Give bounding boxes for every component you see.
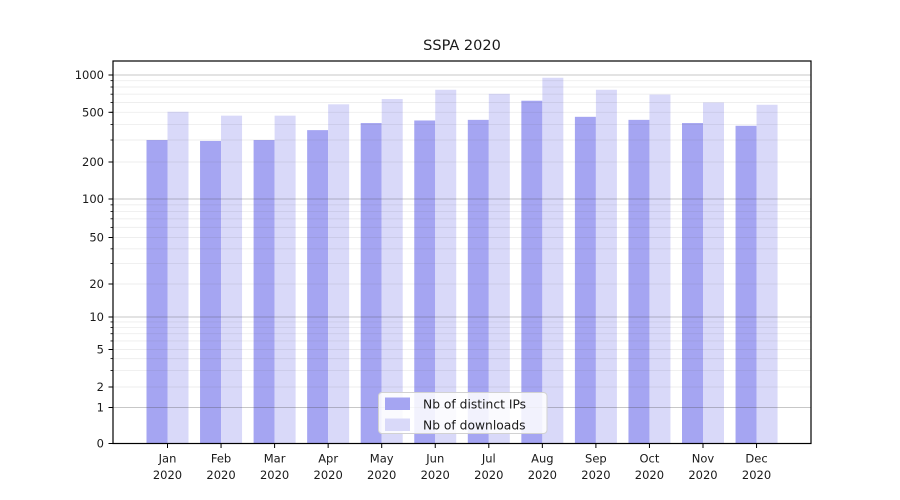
bar-downloads-apr [328,104,350,444]
xtick-label-aug: Aug 2020 [528,452,557,483]
ytick-label-100: 100 [82,192,104,206]
legend-swatch-distinct-ips [385,397,410,410]
legend-box [378,392,548,434]
ytick-label-20: 20 [89,277,104,291]
bar-downloads-jun [435,89,457,444]
ytick-label-200: 200 [82,155,104,169]
ytick-label-1: 1 [97,401,104,415]
legend: Nb of distinct IPs Nb of downloads [378,392,548,434]
xtick-label-nov: Nov 2020 [688,452,717,483]
bar-downloads-aug [542,77,564,444]
ytick-label-10: 10 [89,310,104,324]
bar-downloads-jan [167,111,189,444]
bar-downloads-dec [756,104,778,444]
xtick-label-jan: Jan 2020 [153,452,182,483]
ytick-label-1000: 1000 [75,68,104,82]
legend-swatch-downloads [385,418,410,431]
xtick-label-feb: Feb 2020 [206,452,235,483]
bar-downloads-sep [595,89,617,444]
xtick-label-sep: Sep 2020 [581,452,610,483]
bar-downloads-nov [703,102,724,444]
bar-distinct-ips-nov [682,123,703,444]
xtick-label-dec: Dec 2020 [742,452,771,483]
bar-downloads-mar [274,115,296,444]
xtick-label-apr: Apr 2020 [314,452,343,483]
bar-distinct-ips-sep [574,116,596,444]
ytick-label-0: 0 [97,437,104,451]
ytick-label-500: 500 [82,106,104,120]
xtick-label-jul: Jul 2020 [474,452,503,483]
legend-label-downloads: Nb of downloads [423,419,526,433]
ytick-label-50: 50 [89,231,104,245]
xtick-label-mar: Mar 2020 [260,452,289,483]
bar-distinct-ips-mar [253,140,275,444]
bar-distinct-ips-jun [414,120,436,444]
bar-distinct-ips-may [360,123,382,444]
bar-distinct-ips-aug [521,100,543,444]
xtick-label-may: May 2020 [367,452,396,483]
legend-label-distinct-ips: Nb of distinct IPs [423,398,526,412]
xtick-label-oct: Oct 2020 [635,452,664,483]
bar-downloads-may [381,99,403,444]
bar-distinct-ips-feb [200,140,222,444]
bar-downloads-feb [221,115,243,444]
bar-downloads-oct [649,94,671,444]
ytick-label-2: 2 [97,380,104,394]
chart-title: SSPA 2020 [423,38,501,54]
bar-distinct-ips-dec [735,125,757,444]
plot-layer: 0 1 2 5 10 20 50 100 200 500 1000 Jan 2020 Feb 2020 Mar… [75,60,812,483]
bar-distinct-ips-jan [146,140,168,444]
xtick-label-jun: Jun 2020 [421,452,450,483]
bar-downloads-jul [488,93,510,444]
ytick-label-5: 5 [97,343,104,357]
bar-distinct-ips-oct [628,119,650,444]
bar-distinct-ips-jul [467,119,489,444]
plot-border [112,60,812,445]
bar-distinct-ips-apr [307,130,329,444]
